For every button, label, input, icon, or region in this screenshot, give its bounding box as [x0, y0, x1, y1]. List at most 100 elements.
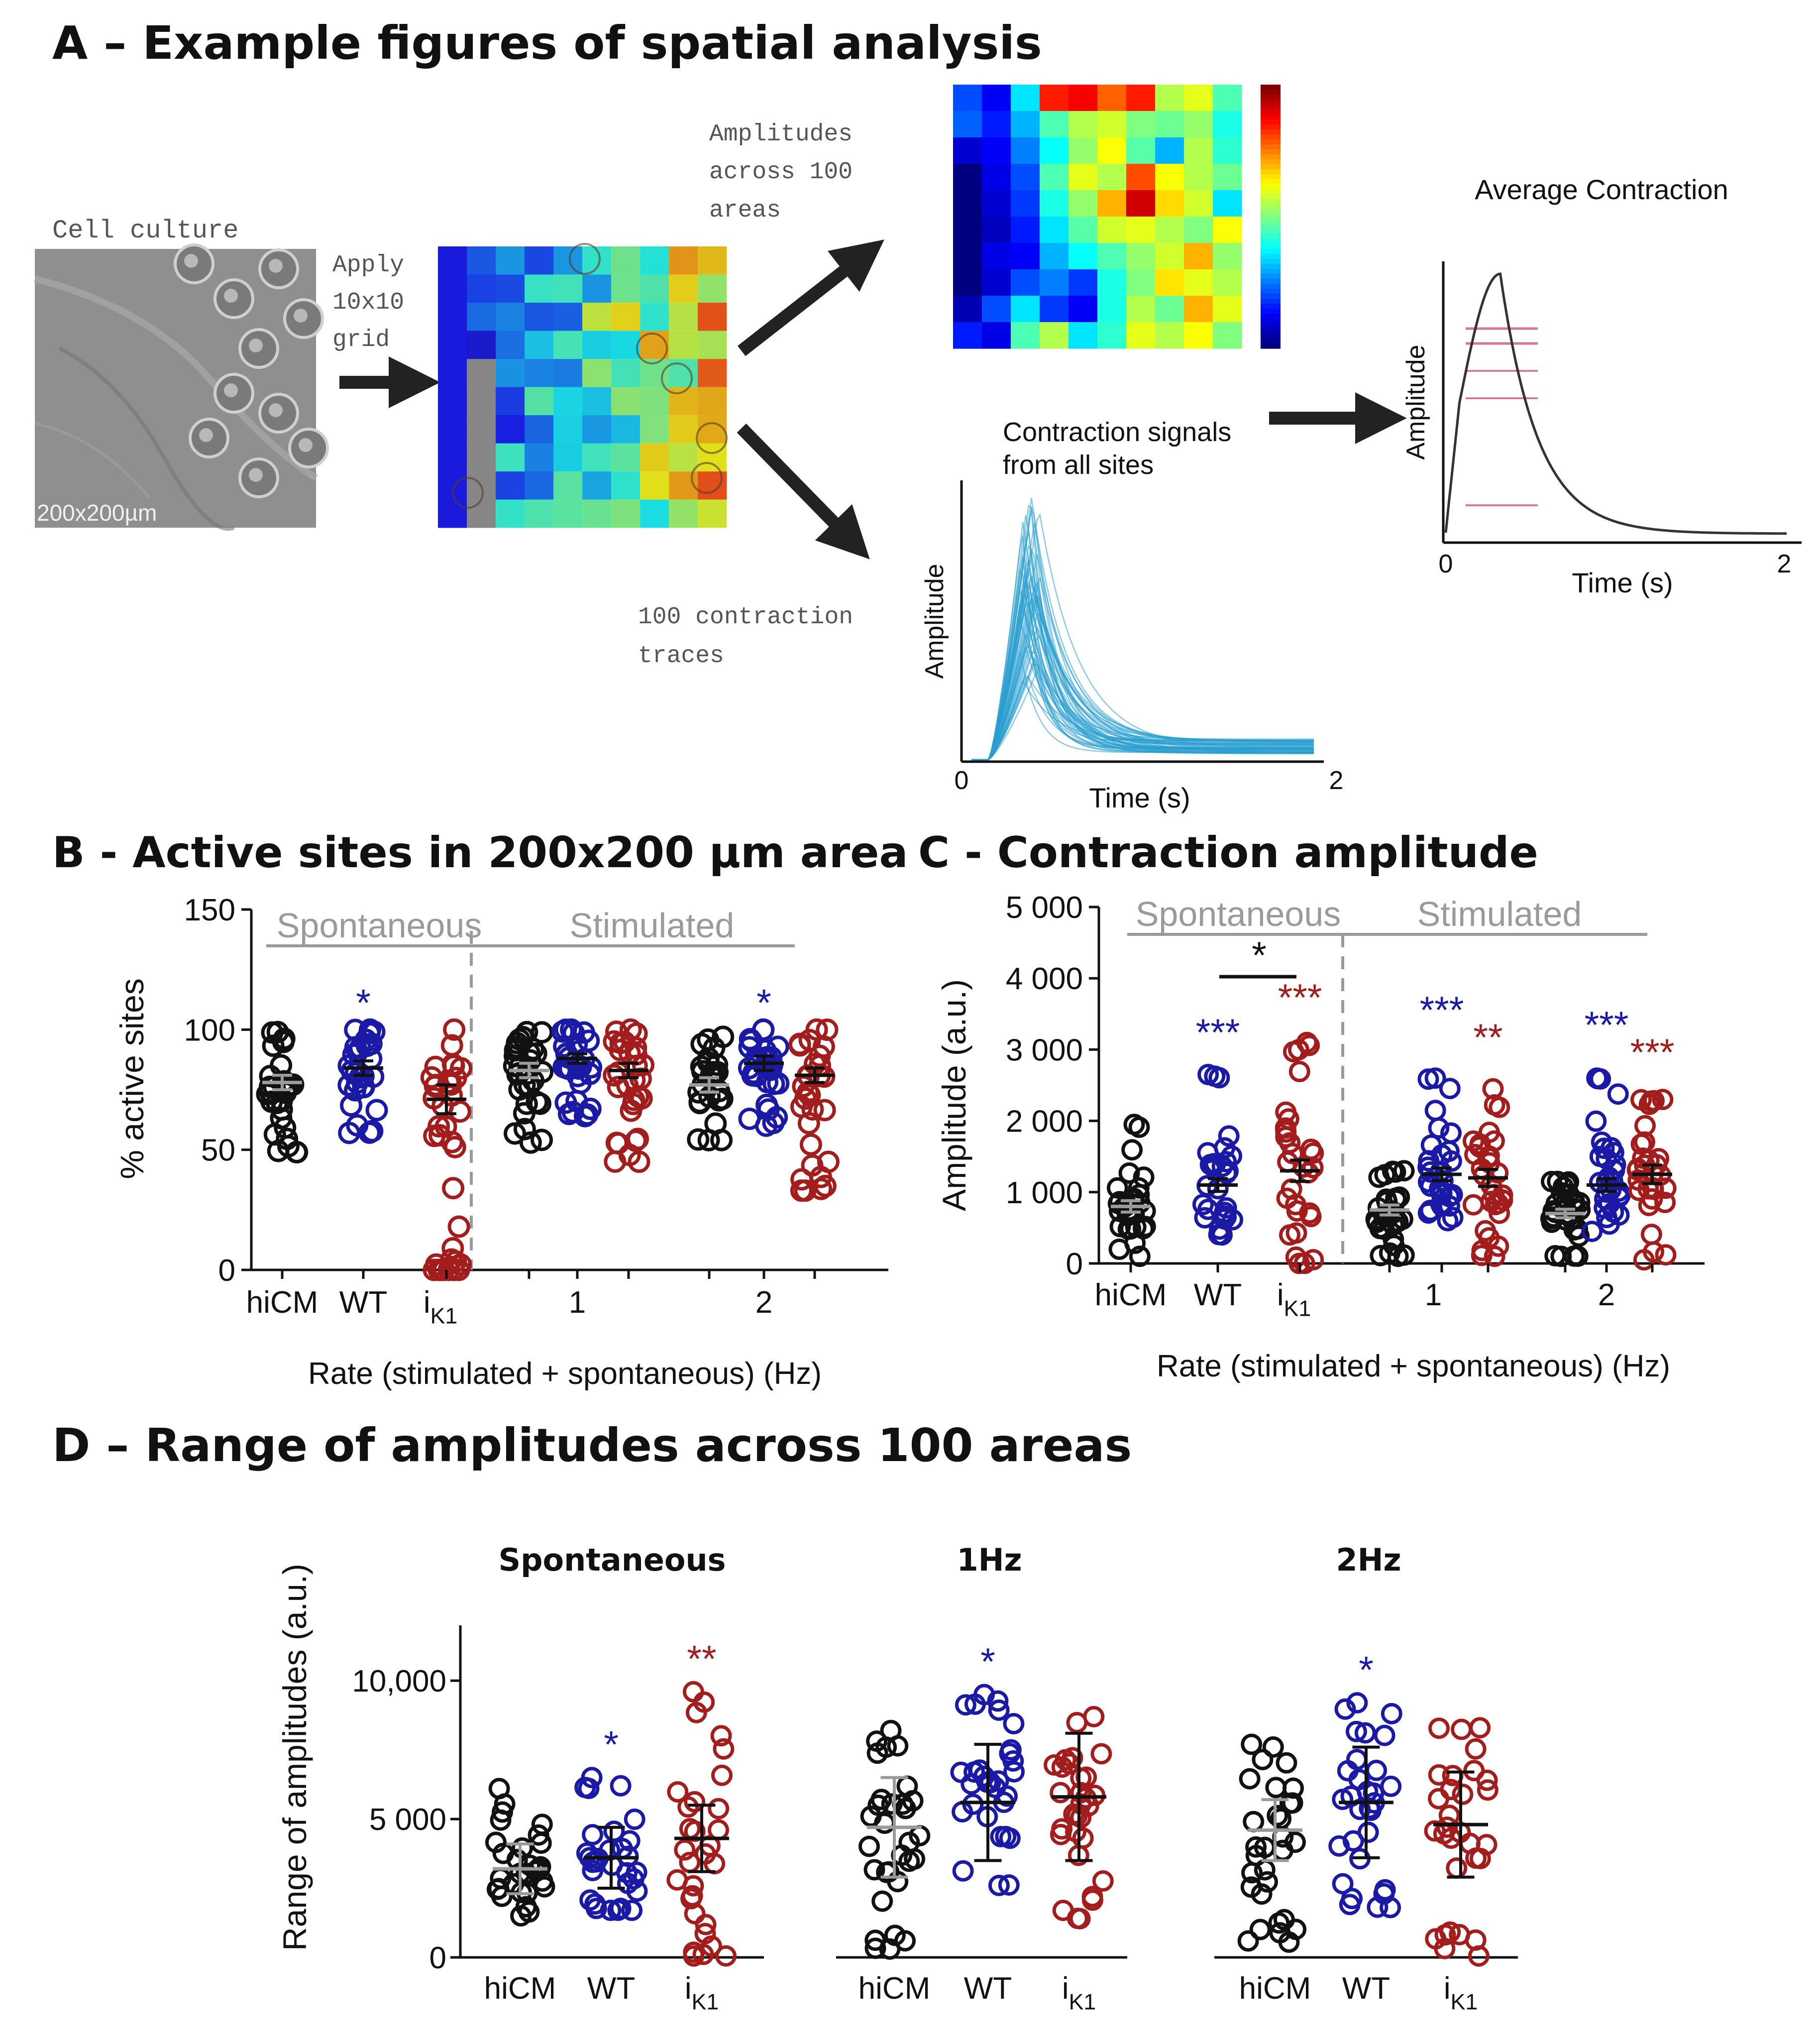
- grid-cell: [553, 331, 583, 359]
- panel-d-subplot-title: Spontaneous: [498, 1542, 726, 1578]
- colorbar-segment: [1261, 164, 1281, 170]
- contraction-trace: [971, 657, 1314, 761]
- colorbar-segment: [1261, 110, 1281, 115]
- heatmap-cell: [1155, 164, 1184, 191]
- data-point: [277, 1135, 300, 1157]
- data-point: [1243, 1811, 1265, 1832]
- grid-cell: [525, 415, 554, 444]
- data-point: [358, 1022, 381, 1044]
- grid-cell: [611, 499, 641, 528]
- data-point: [1341, 1888, 1363, 1910]
- grid-cell: [553, 274, 583, 303]
- data-point: [569, 1071, 592, 1094]
- significance-marker: *: [980, 1641, 995, 1683]
- grid-cell-blob: [691, 462, 723, 494]
- data-point: [1599, 1213, 1620, 1235]
- data-point: [1118, 1162, 1140, 1184]
- data-point: [1424, 1820, 1446, 1842]
- data-point: [1541, 1171, 1562, 1192]
- data-point: [627, 1128, 649, 1150]
- data-point: [1640, 1224, 1662, 1246]
- heatmap-cell: [1040, 322, 1069, 349]
- data-point: [619, 1830, 641, 1852]
- colorbar-segment: [1261, 249, 1281, 254]
- data-point: [1128, 1116, 1150, 1138]
- data-point: [1585, 1110, 1607, 1132]
- data-point: [1192, 1194, 1214, 1215]
- data-point: [1241, 1862, 1263, 1884]
- data-point: [1072, 1827, 1094, 1849]
- panel-b-y-label: % active sites: [113, 978, 150, 1179]
- significance-marker: ***: [1278, 977, 1322, 1019]
- data-point: [1283, 1777, 1304, 1799]
- data-point: [1476, 1834, 1497, 1855]
- data-point: [715, 1945, 737, 1967]
- grid-cell: [582, 415, 612, 444]
- data-point: [442, 1177, 464, 1200]
- data-point: [1451, 1718, 1473, 1740]
- panel-d-subplot-title: 1Hz: [957, 1542, 1022, 1578]
- contraction-signals-line-2: from all sites: [1003, 450, 1154, 480]
- data-point: [794, 1179, 817, 1202]
- heatmap-cell: [953, 190, 982, 217]
- grid-cell: [496, 415, 525, 444]
- data-point: [562, 1022, 585, 1044]
- panel-b-label-hicm: hiCM: [246, 1285, 319, 1320]
- heatmap-cell: [953, 243, 982, 270]
- cell-nucleus: [294, 309, 308, 323]
- grid-cell: [525, 499, 554, 528]
- data-point: [863, 1859, 885, 1881]
- heatmap-cell: [1097, 111, 1127, 138]
- apply-grid-line-1: Apply: [332, 252, 404, 279]
- grid-cell: [496, 387, 525, 416]
- arrow-to-heatmap: [738, 239, 884, 356]
- grid-cell: [467, 359, 496, 387]
- data-point: [1070, 1793, 1092, 1815]
- cell-nucleus: [249, 339, 263, 352]
- contraction-trace: [971, 614, 1314, 761]
- data-point: [1484, 1246, 1505, 1267]
- panel-c-plot: 0 1 000 2 000 3 000 4 000 5 000 Spontaneous Sti…: [1006, 891, 1705, 1321]
- colorbar-segment: [1261, 234, 1281, 239]
- colorbar-segment: [1261, 219, 1281, 225]
- colorbar-segment: [1261, 214, 1281, 220]
- grid-cell: [640, 499, 669, 528]
- grid-cell: [438, 387, 467, 416]
- heatmap-cell: [1155, 217, 1184, 243]
- colorbar-segment: [1261, 284, 1281, 289]
- tick-label-ik1: iK1: [685, 1971, 719, 2015]
- data-point: [1267, 1805, 1288, 1826]
- data-point: [1278, 1108, 1299, 1130]
- colorbar-segment: [1261, 149, 1281, 155]
- data-point: [447, 1215, 470, 1238]
- grid-cell: [496, 499, 525, 528]
- data-point: [1438, 1140, 1460, 1162]
- tick-label-ik1: iK1: [1062, 1971, 1096, 2015]
- grid-cell-blob: [636, 333, 668, 364]
- data-point: [987, 1690, 1009, 1712]
- data-point: [1106, 1177, 1128, 1199]
- heatmap-cell: [1155, 190, 1184, 217]
- panel-c-y-tick-label: 4 000: [1006, 962, 1083, 996]
- panel-c-section-spontaneous: Spontaneous: [1136, 895, 1341, 933]
- data-point: [1066, 1805, 1088, 1826]
- panel-b-title: B - Active sites in 200x200 µm area: [52, 828, 908, 878]
- traces-x-label: Time (s): [1089, 782, 1190, 813]
- heatmap-cell: [1069, 269, 1098, 296]
- heatmap-cell: [1011, 190, 1040, 217]
- grid-cell: [525, 387, 554, 416]
- grid-cell: [611, 303, 641, 331]
- grid-cell: [438, 499, 467, 528]
- heatmap-cell: [982, 111, 1011, 138]
- significance-marker: ***: [1420, 989, 1464, 1031]
- heatmap-cell: [1040, 111, 1069, 138]
- heatmap-cell: [1069, 296, 1098, 323]
- data-point: [1393, 1244, 1415, 1266]
- data-point: [1439, 1078, 1461, 1100]
- data-point: [687, 1128, 710, 1151]
- grid-cell: [611, 246, 641, 275]
- colorbar-segment: [1261, 274, 1281, 279]
- data-point: [875, 1736, 897, 1758]
- colorbar-segment: [1261, 119, 1281, 125]
- colorbar-segment: [1261, 269, 1281, 274]
